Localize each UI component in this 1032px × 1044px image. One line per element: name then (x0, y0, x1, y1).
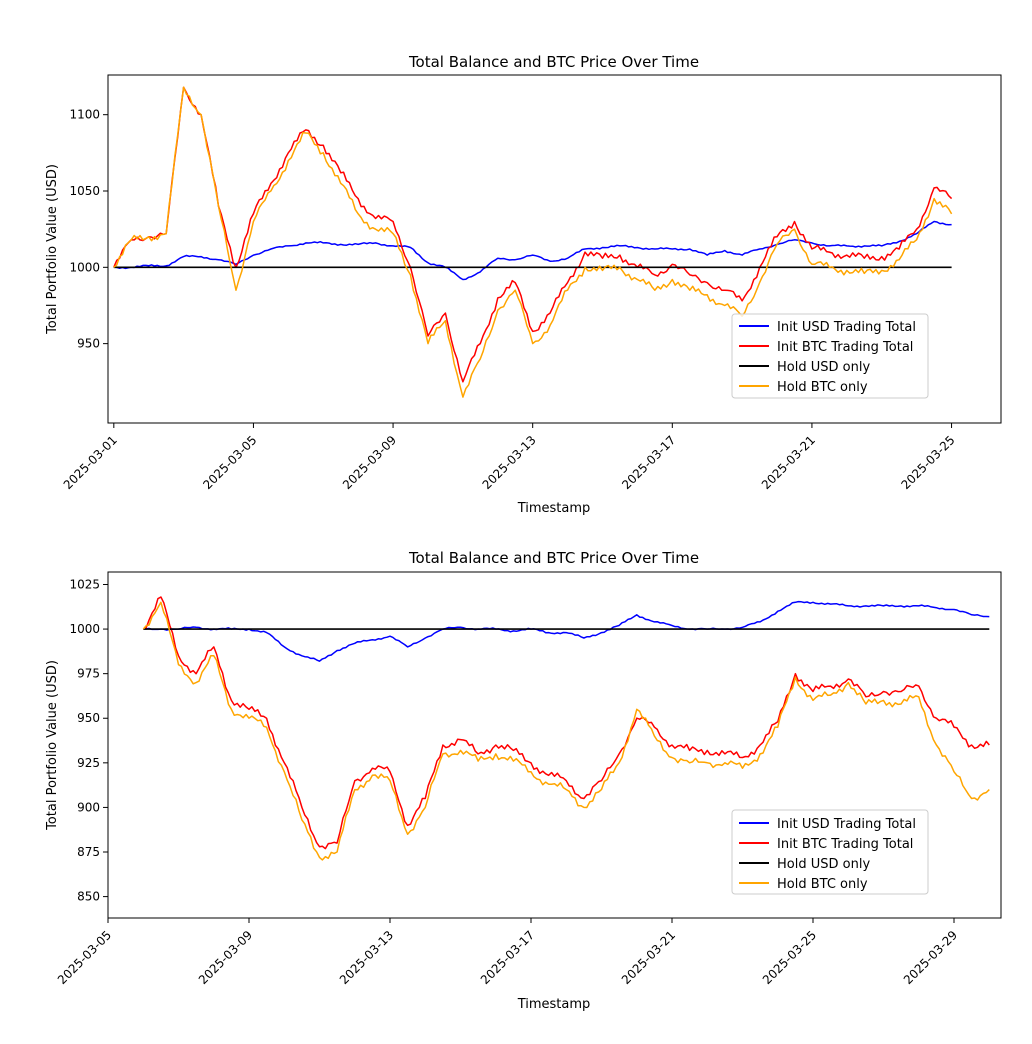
chart-1-x-tick-label: 2025-03-17 (619, 433, 678, 492)
chart-2-y-tick-label: 1000 (69, 622, 100, 636)
chart-2-legend-frame (731, 809, 929, 895)
chart-2-y-tick-label: 900 (77, 800, 100, 814)
chart-2-legend-label-btc-trading: Init BTC Trading Total (777, 837, 913, 852)
chart-1-legend-label-hold-usd: Hold USD only (777, 360, 870, 375)
chart-1: Total Balance and BTC Price Over Time 20… (45, 53, 1002, 516)
chart-1-x-tick-label: 2025-03-25 (898, 433, 957, 492)
chart-1-legend-label-btc-trading: Init BTC Trading Total (777, 340, 913, 355)
chart-2-x-tick-label: 2025-03-21 (619, 928, 678, 987)
chart-1-y-tick-label: 1100 (69, 108, 100, 122)
chart-1-x-tick-label: 2025-03-21 (759, 433, 818, 492)
chart-1-legend-frame (731, 313, 929, 399)
chart-2-x-axis-label: Timestamp (517, 997, 591, 1012)
chart-1-legend-label-usd-trading: Init USD Trading Total (777, 320, 916, 335)
chart-1-axes-frame (107, 74, 1002, 424)
chart-2-x-tick-label: 2025-03-17 (478, 928, 537, 987)
chart-2: Total Balance and BTC Price Over Time 20… (45, 549, 1002, 1012)
chart-1-x-tick-label: 2025-03-05 (200, 433, 259, 492)
chart-2-series-usd-trading (143, 600, 990, 662)
chart-2-x-tick-label: 2025-03-09 (196, 928, 255, 987)
chart-2-x-tick-label: 2025-03-25 (760, 928, 819, 987)
chart-2-series-hold-btc (142, 601, 990, 861)
chart-2-legend-label-hold-btc: Hold BTC only (777, 877, 868, 892)
chart-1-series-hold-btc (113, 86, 953, 398)
chart-1-legend-label-hold-btc: Hold BTC only (777, 380, 868, 395)
chart-2-axes-frame (107, 571, 1002, 919)
chart-1-x-tick-label: 2025-03-13 (480, 433, 539, 492)
chart-2-x-tick-label: 2025-03-05 (55, 928, 114, 987)
chart-2-y-tick-label: 950 (77, 711, 100, 725)
chart-2-legend: Init USD Trading Total Init BTC Trading … (731, 809, 929, 895)
chart-2-x-tick-label: 2025-03-29 (901, 928, 960, 987)
chart-1-x-tick-label: 2025-03-09 (340, 433, 399, 492)
chart-1-x-axis-label: Timestamp (517, 501, 591, 516)
chart-1-x-tick-label: 2025-03-01 (61, 433, 120, 492)
chart-2-y-axis-label: Total Portfolio Value (USD) (45, 660, 60, 831)
chart-1-legend: Init USD Trading Total Init BTC Trading … (731, 313, 929, 399)
chart-2-x-tick-label: 2025-03-13 (337, 928, 396, 987)
chart-2-y-tick-label: 850 (77, 890, 100, 904)
chart-2-y-tick-label: 925 (77, 756, 100, 770)
chart-2-y-tick-label: 875 (77, 845, 100, 859)
chart-2-legend-label-usd-trading: Init USD Trading Total (777, 817, 916, 832)
chart-2-title: Total Balance and BTC Price Over Time (408, 549, 699, 567)
chart-2-legend-label-hold-usd: Hold USD only (777, 857, 870, 872)
chart-1-series-btc-trading (113, 86, 953, 383)
chart-1-y-tick-label: 1050 (69, 184, 100, 198)
chart-2-y-tick-label: 975 (77, 667, 100, 681)
chart-1-y-tick-label: 1000 (69, 260, 100, 274)
chart-1-y-axis-label: Total Portfolio Value (USD) (45, 164, 60, 335)
chart-2-y-tick-label: 1025 (69, 577, 100, 591)
chart-1-series-usd-trading (113, 220, 952, 281)
chart-1-title: Total Balance and BTC Price Over Time (408, 53, 699, 71)
chart-1-y-tick-label: 950 (77, 337, 100, 351)
chart-2-series-btc-trading (142, 596, 990, 850)
